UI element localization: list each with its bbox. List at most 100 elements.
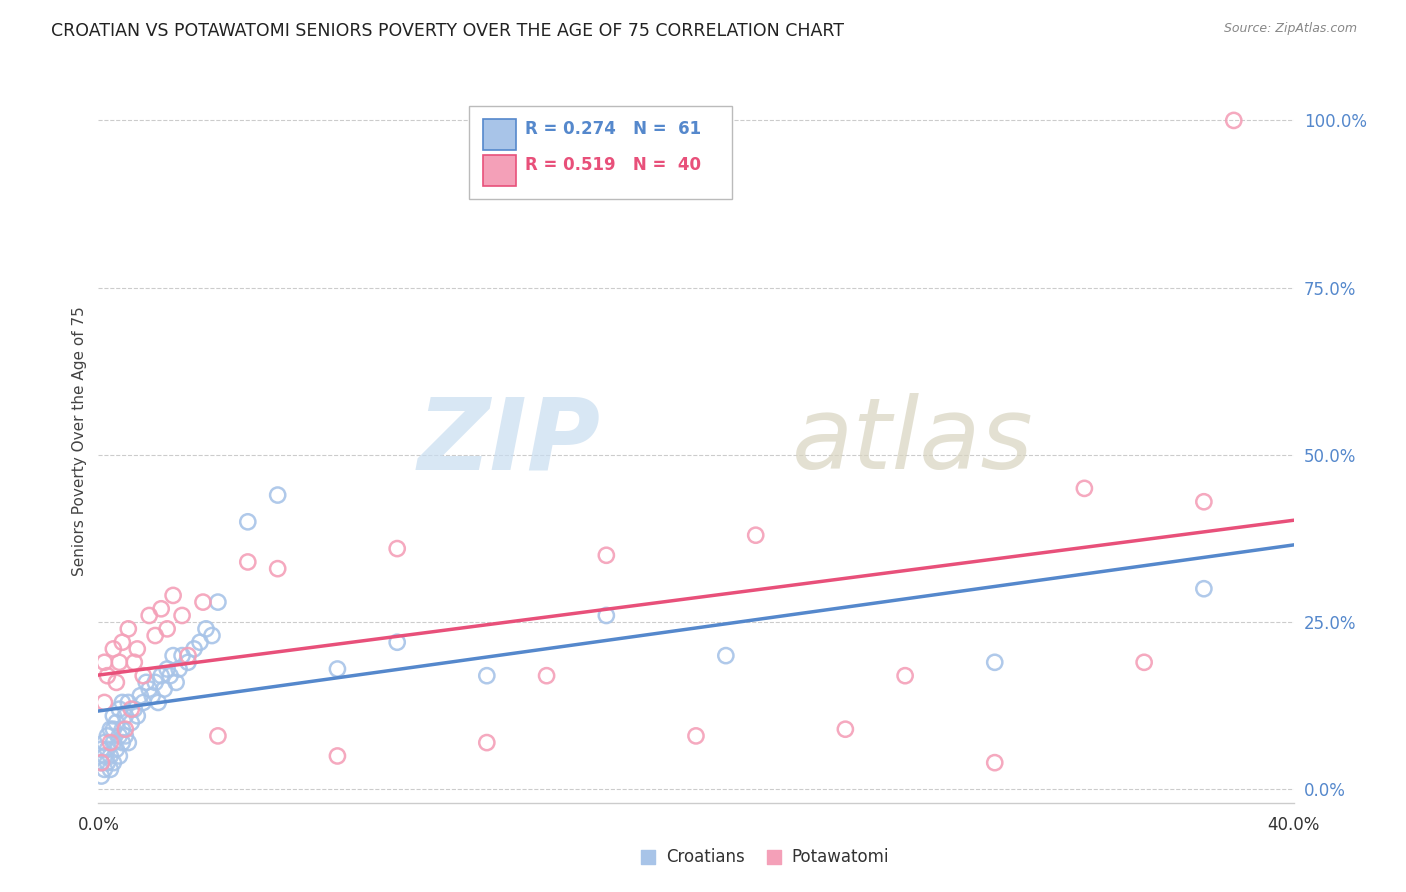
Point xyxy=(148,696,170,710)
Point xyxy=(156,662,179,676)
Point xyxy=(385,635,409,649)
Point xyxy=(132,669,155,683)
Point xyxy=(188,635,211,649)
Point xyxy=(120,715,142,730)
Text: Source: ZipAtlas.com: Source: ZipAtlas.com xyxy=(1223,22,1357,36)
Point xyxy=(114,729,136,743)
Point xyxy=(326,749,349,764)
Point xyxy=(103,642,125,657)
Point xyxy=(124,702,146,716)
Point xyxy=(90,769,112,783)
Point xyxy=(1133,655,1156,669)
Point xyxy=(326,662,349,676)
Point xyxy=(117,696,139,710)
Point xyxy=(183,642,205,657)
Point xyxy=(385,541,409,556)
Point xyxy=(1073,482,1095,496)
Point xyxy=(93,735,115,749)
Point xyxy=(124,655,146,669)
Point xyxy=(105,742,128,756)
Point xyxy=(111,723,134,737)
Point xyxy=(98,735,122,749)
Point xyxy=(984,655,1007,669)
Point xyxy=(834,723,856,737)
Point xyxy=(172,608,194,623)
Point xyxy=(103,735,125,749)
Point xyxy=(138,608,160,623)
Point xyxy=(96,742,118,756)
Point xyxy=(108,729,131,743)
Point xyxy=(90,756,112,770)
Point xyxy=(201,628,224,642)
Point xyxy=(177,655,200,669)
Point xyxy=(536,669,558,683)
Point xyxy=(96,729,118,743)
Point xyxy=(135,675,157,690)
Point xyxy=(93,762,115,776)
Text: CROATIAN VS POTAWATOMI SENIORS POVERTY OVER THE AGE OF 75 CORRELATION CHART: CROATIAN VS POTAWATOMI SENIORS POVERTY O… xyxy=(51,22,844,40)
Point xyxy=(195,622,218,636)
Point xyxy=(105,715,128,730)
Point xyxy=(475,669,498,683)
Point xyxy=(120,702,142,716)
Text: R = 0.274   N =  61: R = 0.274 N = 61 xyxy=(524,120,702,137)
Point xyxy=(90,756,112,770)
Point xyxy=(96,669,118,683)
Point xyxy=(1192,494,1215,508)
Point xyxy=(117,622,139,636)
FancyBboxPatch shape xyxy=(484,155,516,186)
Point xyxy=(132,696,155,710)
Text: ZIP: ZIP xyxy=(418,393,600,490)
Point xyxy=(105,675,128,690)
Text: Potawatomi: Potawatomi xyxy=(792,848,889,866)
Point xyxy=(191,595,214,609)
Point xyxy=(108,655,131,669)
Point xyxy=(153,682,176,697)
Point xyxy=(98,762,122,776)
Point xyxy=(103,756,125,770)
Point xyxy=(267,562,290,576)
Point xyxy=(117,735,139,749)
Y-axis label: Seniors Poverty Over the Age of 75: Seniors Poverty Over the Age of 75 xyxy=(72,307,87,576)
Point xyxy=(177,648,200,663)
Point xyxy=(114,723,136,737)
Point xyxy=(162,589,184,603)
Point xyxy=(98,723,122,737)
Point xyxy=(129,689,152,703)
Point xyxy=(96,756,118,770)
Point xyxy=(156,622,179,636)
Point xyxy=(127,642,149,657)
Point xyxy=(207,595,229,609)
Point xyxy=(475,735,498,749)
Point xyxy=(141,689,163,703)
Point xyxy=(90,742,112,756)
Text: atlas: atlas xyxy=(792,393,1033,490)
Point xyxy=(108,702,131,716)
Point xyxy=(165,675,187,690)
FancyBboxPatch shape xyxy=(470,105,733,200)
Point xyxy=(745,528,768,542)
Point xyxy=(127,708,149,723)
Point xyxy=(236,515,259,529)
Point xyxy=(267,488,290,502)
Point xyxy=(150,669,173,683)
Point xyxy=(685,729,707,743)
Point xyxy=(162,648,184,663)
Point xyxy=(138,682,160,697)
Point xyxy=(93,655,115,669)
Text: R = 0.519   N =  40: R = 0.519 N = 40 xyxy=(524,156,702,174)
Point xyxy=(111,735,134,749)
Point xyxy=(143,628,166,642)
Point xyxy=(1223,113,1246,128)
Point xyxy=(111,696,134,710)
Point xyxy=(1192,582,1215,596)
FancyBboxPatch shape xyxy=(484,120,516,150)
Point xyxy=(984,756,1007,770)
Point xyxy=(207,729,229,743)
Point xyxy=(103,723,125,737)
Point xyxy=(111,635,134,649)
Point xyxy=(150,602,173,616)
Point xyxy=(98,749,122,764)
Point xyxy=(108,749,131,764)
Point xyxy=(714,648,737,663)
